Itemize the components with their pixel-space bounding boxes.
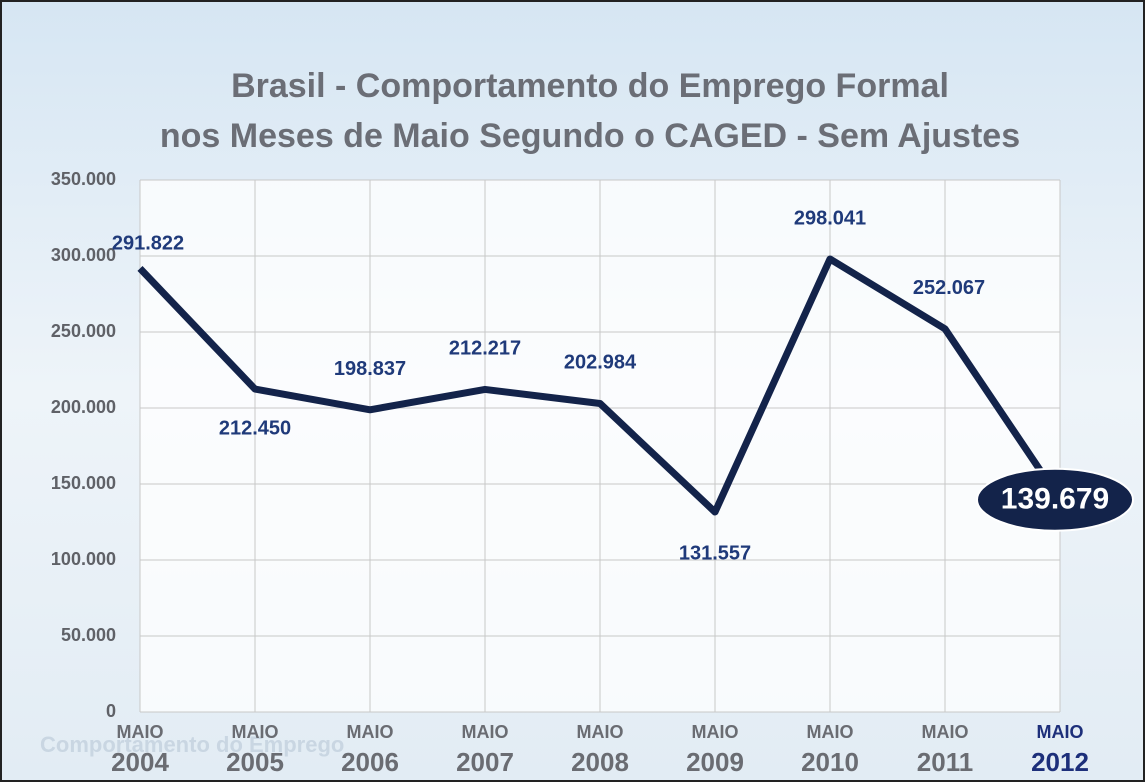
- y-tick-label: 100.000: [51, 549, 116, 569]
- value-label: 291.822: [112, 233, 184, 255]
- y-tick-label: 150.000: [51, 473, 116, 493]
- x-tick-label: MAIO: [117, 722, 164, 742]
- x-tick-label: 2007: [456, 747, 514, 777]
- value-label: 198.837: [334, 358, 406, 380]
- chart-title: nos Meses de Maio Segundo o CAGED - Sem …: [160, 117, 1020, 155]
- x-tick-label: MAIO: [462, 722, 509, 742]
- x-tick-label: 2004: [111, 747, 169, 777]
- value-label: 298.041: [794, 207, 866, 229]
- value-label: 212.450: [219, 417, 291, 439]
- x-tick-label: 2008: [571, 747, 629, 777]
- value-label: 131.557: [679, 542, 751, 564]
- chart: Comportamento do Emprego Brasil - Compor…: [0, 0, 1145, 782]
- y-tick-label: 350.000: [51, 169, 116, 189]
- chart-title: Brasil - Comportamento do Emprego Formal: [231, 67, 949, 105]
- x-tick-label: 2009: [686, 747, 744, 777]
- x-tick-label: MAIO: [807, 722, 854, 742]
- y-tick-label: 0: [106, 701, 116, 721]
- x-tick-label: MAIO: [232, 722, 279, 742]
- x-tick-label: 2011: [917, 747, 973, 777]
- x-tick-label: MAIO: [1037, 722, 1084, 742]
- x-tick-label: 2010: [801, 747, 859, 777]
- x-tick-label: MAIO: [692, 722, 739, 742]
- y-tick-label: 200.000: [51, 397, 116, 417]
- y-tick-label: 300.000: [51, 245, 116, 265]
- y-tick-label: 250.000: [51, 321, 116, 341]
- x-tick-label: MAIO: [347, 722, 394, 742]
- x-tick-label: 2005: [226, 747, 284, 777]
- value-label: 252.067: [913, 277, 985, 299]
- watermark: Comportamento do Emprego: [40, 732, 344, 757]
- value-label: 202.984: [564, 352, 637, 374]
- y-tick-label: 50.000: [61, 625, 116, 645]
- x-tick-label: 2012: [1031, 747, 1089, 777]
- value-label: 139.679: [1001, 483, 1109, 516]
- value-label: 212.217: [449, 338, 521, 360]
- x-tick-label: 2006: [341, 747, 399, 777]
- x-tick-label: MAIO: [577, 722, 624, 742]
- x-tick-label: MAIO: [922, 722, 969, 742]
